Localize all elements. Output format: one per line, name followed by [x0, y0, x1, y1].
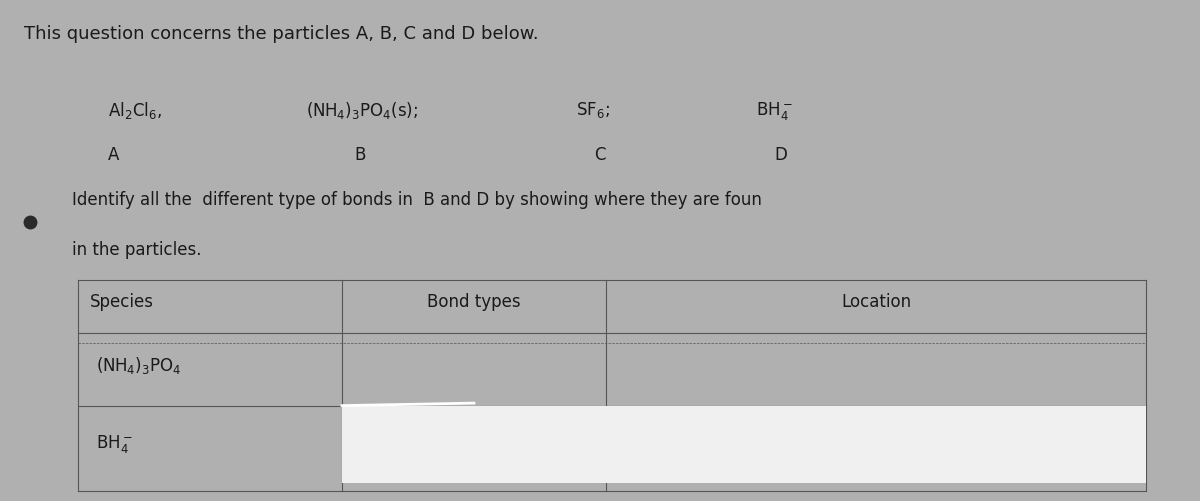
Text: Al$_2$Cl$_6$,: Al$_2$Cl$_6$,: [108, 100, 162, 121]
Text: (NH$_4$)$_3$PO$_4$: (NH$_4$)$_3$PO$_4$: [96, 354, 181, 375]
Text: A: A: [108, 145, 119, 163]
Text: in the particles.: in the particles.: [72, 240, 202, 259]
Text: SF$_6$;: SF$_6$;: [576, 100, 610, 120]
FancyBboxPatch shape: [342, 406, 1146, 483]
Text: C: C: [594, 145, 606, 163]
Text: D: D: [774, 145, 787, 163]
Text: B: B: [354, 145, 365, 163]
Text: Location: Location: [841, 293, 911, 311]
Text: This question concerns the particles A, B, C and D below.: This question concerns the particles A, …: [24, 25, 539, 43]
Text: Bond types: Bond types: [427, 293, 521, 311]
Text: Identify all the  different type of bonds in  B and D by showing where they are : Identify all the different type of bonds…: [72, 190, 762, 208]
Text: (NH$_4$)$_3$PO$_4$(s);: (NH$_4$)$_3$PO$_4$(s);: [306, 100, 418, 121]
Text: Species: Species: [90, 293, 154, 311]
Text: BH$^-_4$: BH$^-_4$: [96, 432, 133, 454]
Text: BH$^-_4$: BH$^-_4$: [756, 100, 793, 122]
